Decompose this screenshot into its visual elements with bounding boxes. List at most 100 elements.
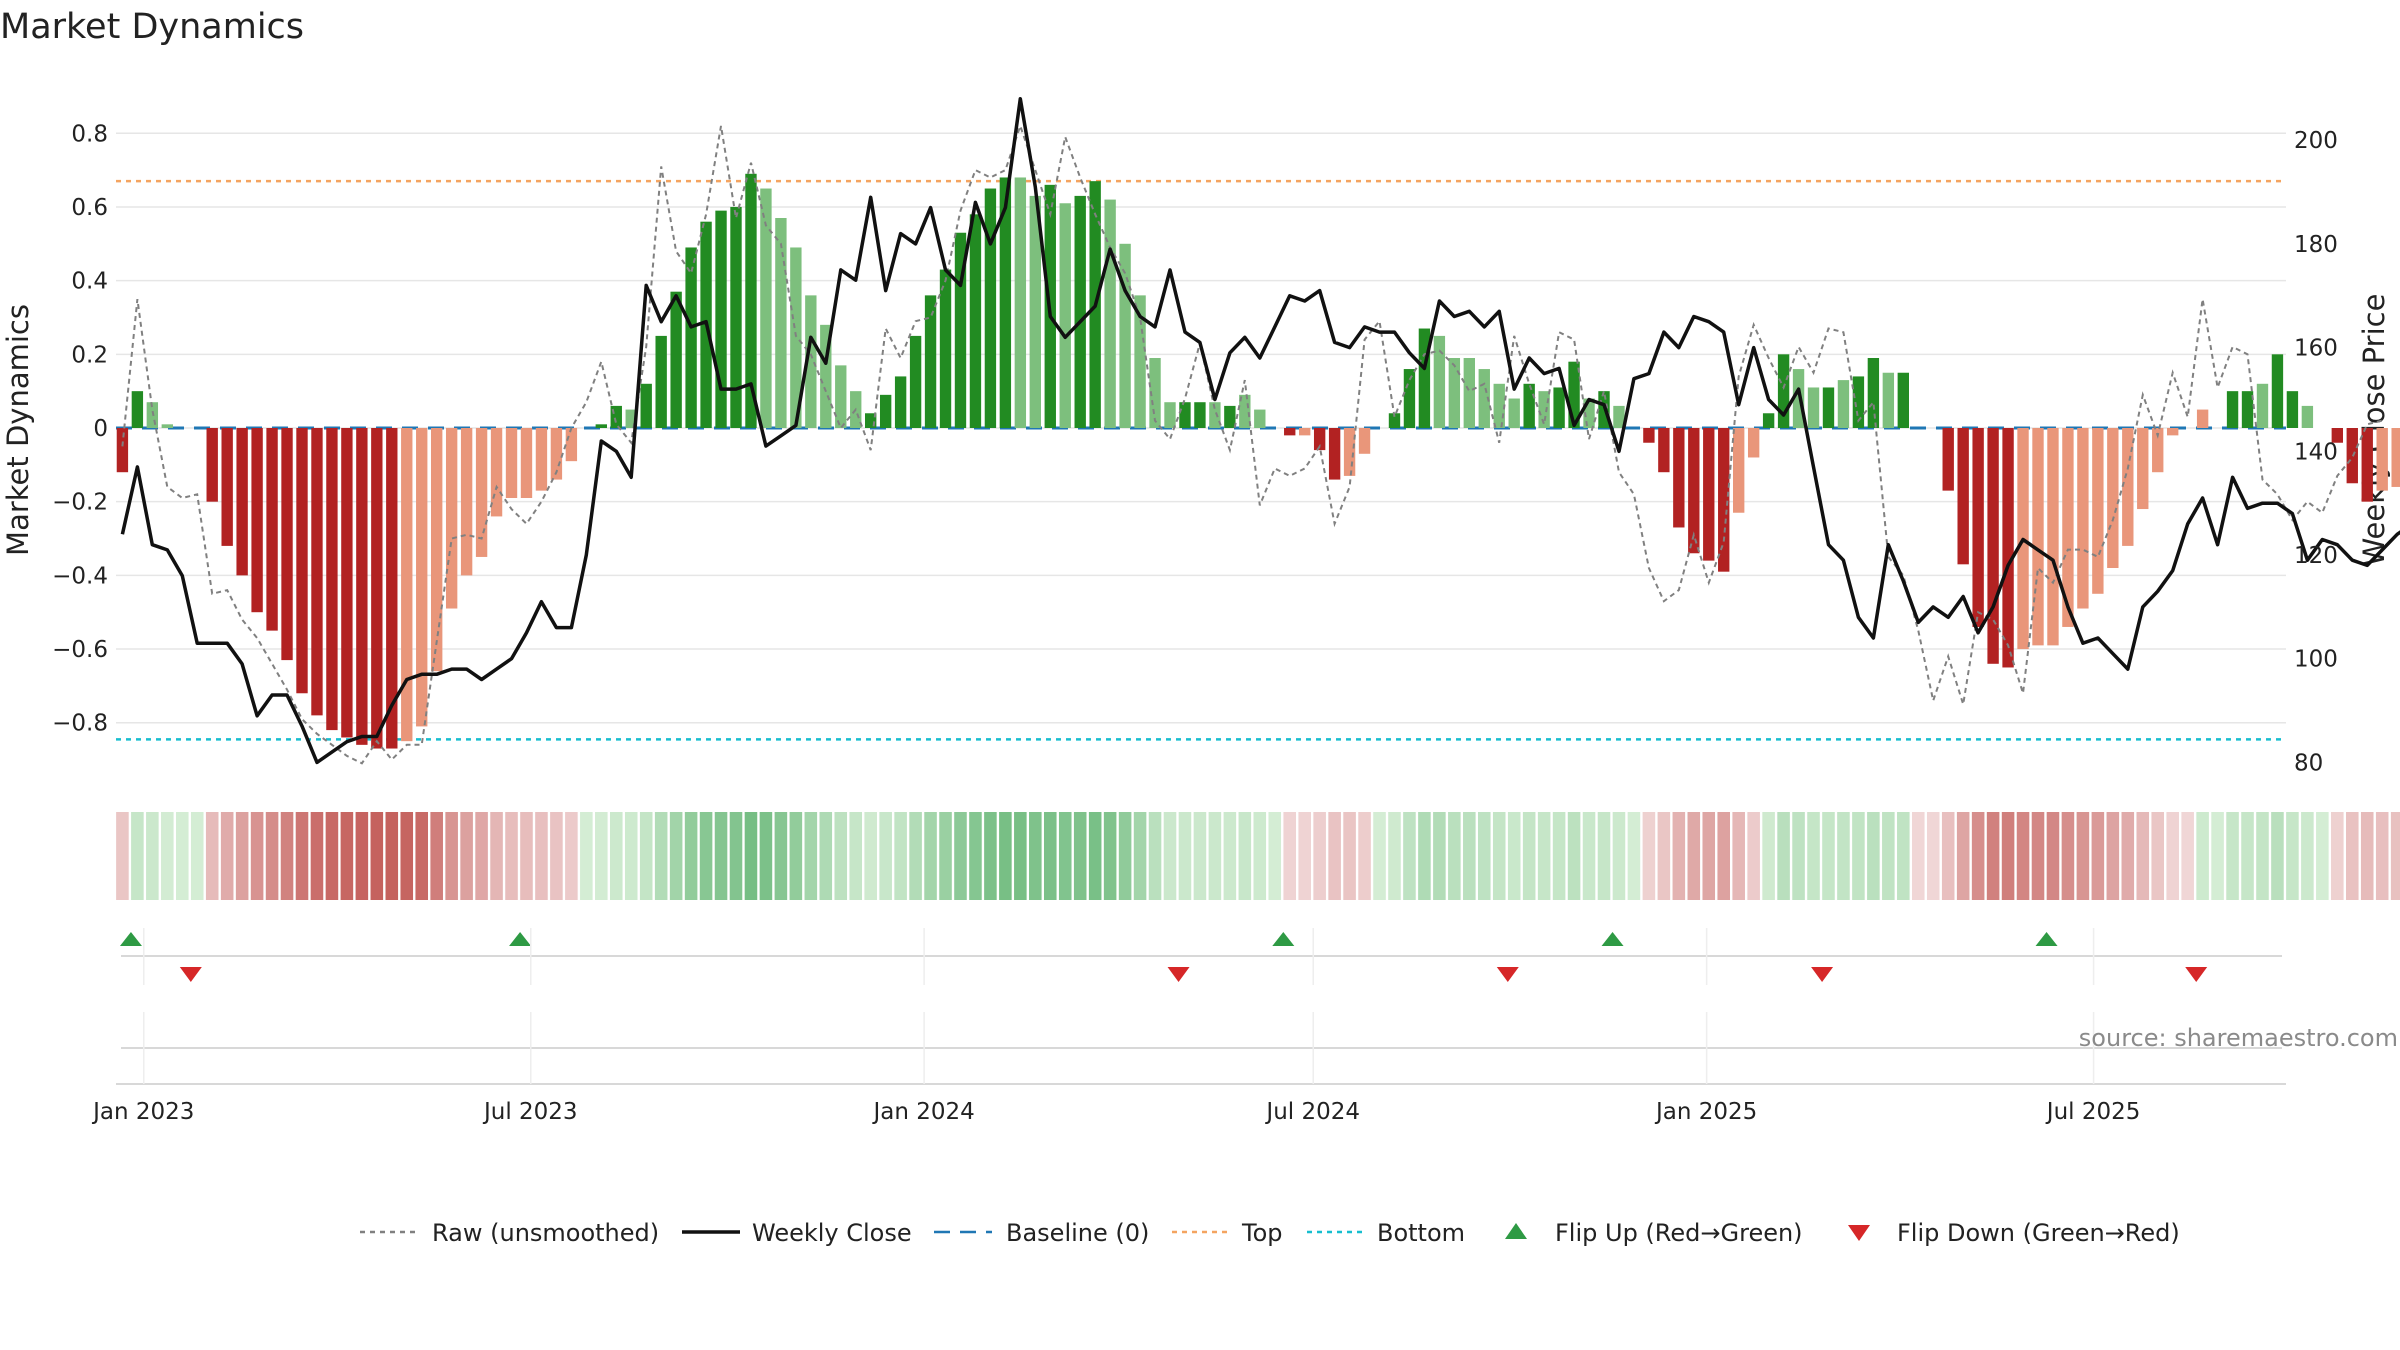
regime-cell bbox=[1058, 812, 1072, 900]
regime-cell bbox=[595, 812, 608, 900]
regime-cell bbox=[2360, 812, 2374, 900]
bar bbox=[251, 428, 263, 613]
left-tick-label: −0.8 bbox=[52, 711, 108, 737]
regime-cell bbox=[220, 812, 234, 900]
bar bbox=[1194, 402, 1206, 428]
bar bbox=[2062, 428, 2074, 627]
regime-cell bbox=[1807, 812, 1820, 900]
bar bbox=[460, 428, 473, 576]
right-tick-label: 140 bbox=[2294, 439, 2338, 465]
bar bbox=[1718, 428, 1730, 572]
regime-cell bbox=[2390, 812, 2400, 900]
flip-up-marker bbox=[1601, 932, 1624, 946]
regime-cell bbox=[430, 812, 443, 900]
bar bbox=[535, 428, 548, 491]
bar bbox=[820, 324, 832, 428]
right-tick-label: 120 bbox=[2294, 543, 2338, 569]
regime-cell bbox=[759, 812, 773, 900]
flip-up-marker bbox=[1272, 932, 1295, 946]
regime-cell bbox=[1477, 812, 1491, 900]
regime-cell bbox=[2226, 812, 2239, 900]
bar bbox=[1254, 409, 1266, 428]
bar bbox=[1388, 413, 1401, 428]
flip-markers bbox=[119, 932, 2282, 982]
left-axis-title: Market Dynamics bbox=[1, 304, 35, 556]
bar bbox=[431, 428, 443, 672]
bar bbox=[939, 269, 952, 428]
bar bbox=[909, 335, 922, 428]
x-tick-label: Jan 2024 bbox=[871, 1099, 974, 1125]
regime-cell bbox=[2001, 812, 2015, 900]
regime-cell bbox=[1867, 812, 1880, 900]
regime-cell bbox=[1837, 812, 1850, 900]
bar bbox=[2137, 428, 2149, 510]
regime-cell bbox=[2331, 812, 2344, 900]
bar bbox=[281, 428, 293, 661]
chart-title: Market Dynamics bbox=[0, 7, 304, 47]
regime-cell bbox=[340, 812, 354, 900]
bar bbox=[1987, 428, 1999, 664]
regime-cell bbox=[355, 812, 369, 900]
regime-cell bbox=[774, 812, 788, 900]
regime-cell bbox=[1433, 812, 1446, 900]
regime-cell bbox=[1507, 812, 1521, 900]
regime-cell bbox=[1223, 812, 1237, 900]
bar bbox=[1897, 372, 1909, 428]
left-tick-label: 0.8 bbox=[71, 121, 108, 147]
bar bbox=[924, 295, 937, 428]
bar bbox=[1478, 369, 1490, 428]
regime-cell bbox=[1926, 812, 1940, 900]
regime-cell bbox=[1133, 812, 1147, 900]
regime-cell bbox=[654, 812, 668, 900]
regime-cell bbox=[1298, 812, 1311, 900]
bar bbox=[1867, 358, 1880, 428]
flip-down-marker bbox=[179, 967, 202, 982]
bar bbox=[1119, 243, 1131, 428]
regime-cell bbox=[1657, 812, 1671, 900]
bar bbox=[969, 214, 982, 428]
regime-cell bbox=[999, 812, 1012, 900]
regime-cell bbox=[1717, 812, 1731, 900]
regime-cell bbox=[2151, 812, 2165, 900]
bar bbox=[1703, 428, 1715, 561]
bar bbox=[595, 424, 607, 428]
regime-cell bbox=[1732, 812, 1745, 900]
bar bbox=[954, 232, 967, 428]
regime-cell bbox=[1193, 812, 1207, 900]
bar bbox=[1074, 195, 1086, 428]
bar bbox=[1643, 428, 1655, 443]
regime-cell bbox=[819, 812, 833, 900]
bar bbox=[1179, 402, 1191, 428]
bar bbox=[2331, 428, 2343, 443]
bars bbox=[116, 173, 2400, 749]
bar bbox=[2256, 383, 2269, 428]
regime-cell bbox=[939, 812, 952, 900]
bar bbox=[1568, 361, 1580, 428]
regime-cell bbox=[475, 812, 488, 900]
regime-cell bbox=[2106, 812, 2120, 900]
bar bbox=[1792, 369, 1805, 428]
legend-label: Baseline (0) bbox=[1006, 1219, 1149, 1247]
regime-cell bbox=[1597, 812, 1611, 900]
bar bbox=[1313, 428, 1326, 451]
regime-cell bbox=[849, 812, 863, 900]
regime-cell bbox=[2031, 812, 2045, 900]
series-lines bbox=[120, 96, 2400, 765]
y-ticks: −0.8 −0.6 −0.4 −0.2 0 0.2 0.4 0.6 0.8 80 100 120 140… bbox=[52, 121, 2338, 776]
regime-cell bbox=[116, 812, 129, 900]
bar bbox=[1882, 372, 1895, 428]
bar bbox=[670, 291, 682, 428]
flip-up-marker bbox=[509, 932, 532, 946]
bar bbox=[984, 188, 997, 428]
bar bbox=[296, 428, 308, 694]
regime-cell bbox=[2241, 812, 2254, 900]
regime-cell bbox=[1822, 812, 1835, 900]
bar bbox=[640, 383, 652, 428]
regime-cell bbox=[205, 812, 219, 900]
legend-flip-up-icon bbox=[1505, 1223, 1527, 1239]
bar bbox=[311, 428, 323, 716]
reference-lines bbox=[116, 179, 2286, 741]
flip-up-marker bbox=[119, 932, 142, 946]
bar bbox=[1448, 358, 1461, 428]
regime-cell bbox=[175, 812, 189, 900]
